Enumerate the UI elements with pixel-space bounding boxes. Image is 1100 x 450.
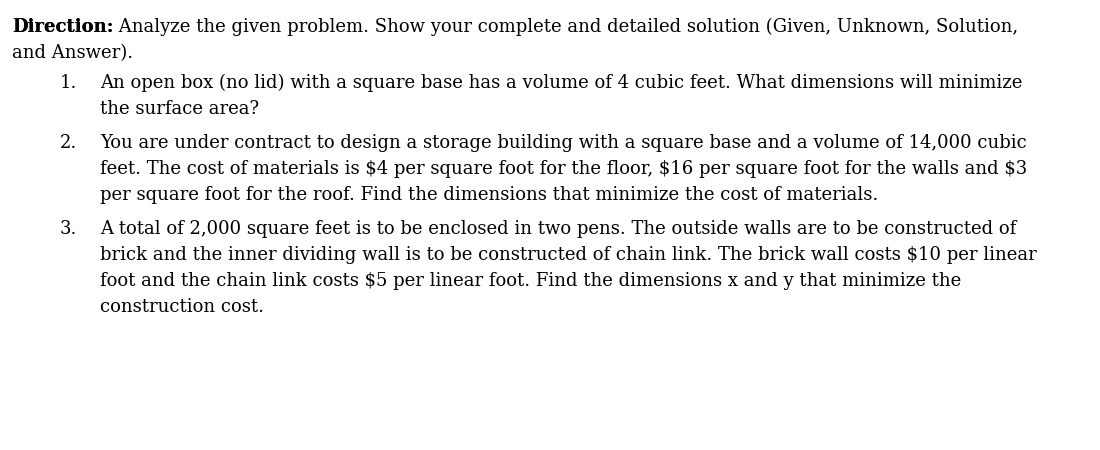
Text: construction cost.: construction cost. <box>100 298 264 316</box>
Text: per square foot for the roof. Find the dimensions that minimize the cost of mate: per square foot for the roof. Find the d… <box>100 186 878 204</box>
Text: A total of 2,000 square feet is to be enclosed in two pens. The outside walls ar: A total of 2,000 square feet is to be en… <box>100 220 1016 238</box>
Text: Direction:: Direction: <box>12 18 113 36</box>
Text: foot and the chain link costs $5 per linear foot. Find the dimensions x and y th: foot and the chain link costs $5 per lin… <box>100 272 961 290</box>
Text: and Answer).: and Answer). <box>12 44 133 62</box>
Text: You are under contract to design a storage building with a square base and a vol: You are under contract to design a stora… <box>100 134 1026 152</box>
Text: Direction:: Direction: <box>12 18 113 36</box>
Text: Analyze the given problem. Show your complete and detailed solution (Given, Unkn: Analyze the given problem. Show your com… <box>113 18 1019 36</box>
Text: 1.: 1. <box>60 74 77 92</box>
Text: 3.: 3. <box>60 220 77 238</box>
Text: An open box (no lid) with a square base has a volume of 4 cubic feet. What dimen: An open box (no lid) with a square base … <box>100 74 1022 92</box>
Text: feet. The cost of materials is $4 per square foot for the floor, $16 per square : feet. The cost of materials is $4 per sq… <box>100 160 1027 178</box>
Text: the surface area?: the surface area? <box>100 100 260 118</box>
Text: 2.: 2. <box>60 134 77 152</box>
Text: brick and the inner dividing wall is to be constructed of chain link. The brick : brick and the inner dividing wall is to … <box>100 246 1036 264</box>
